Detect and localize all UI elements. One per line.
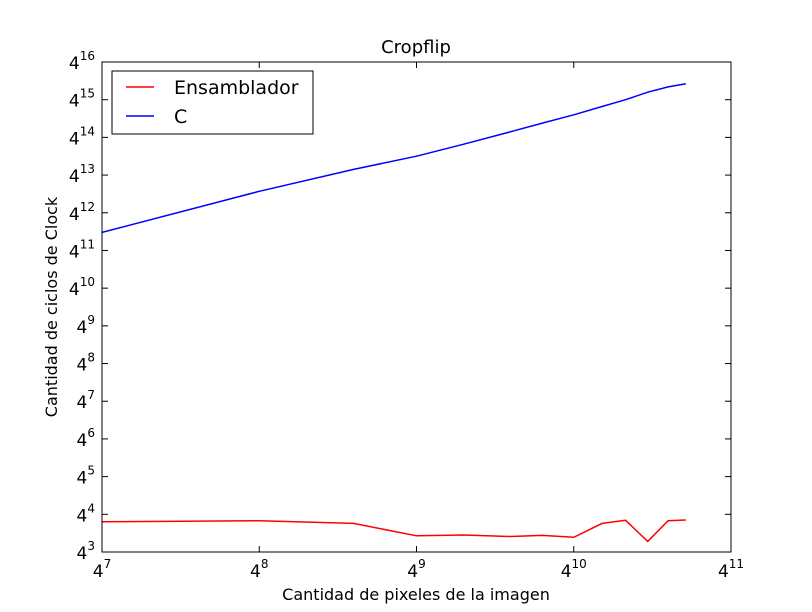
x-axis-ticks: 47 48 49 410 411 xyxy=(93,62,744,582)
data-point-c-11 xyxy=(667,86,669,88)
data-point-c-1 xyxy=(258,190,260,192)
data-point-ensamblador-7 xyxy=(573,536,575,538)
data-point-ensamblador-4 xyxy=(463,534,465,536)
legend-label-ensamblador: Ensamblador xyxy=(174,77,299,99)
data-point-c-5 xyxy=(510,131,512,133)
x-axis-label: Cantidad de pixeles de la imagen xyxy=(282,585,550,604)
data-point-c-10 xyxy=(647,91,649,93)
data-point-ensamblador-2 xyxy=(353,522,355,525)
data-point-c-2 xyxy=(353,168,355,170)
y-tick-label-3: 46 xyxy=(77,426,95,451)
legend-label-c: C xyxy=(174,106,187,128)
data-point-c-9 xyxy=(625,99,627,101)
data-point-ensamblador-12 xyxy=(684,519,687,521)
y-tick-label-12: 415 xyxy=(69,87,95,112)
x-tick-label-0: 47 xyxy=(93,557,111,582)
data-point-ensamblador-1 xyxy=(258,520,260,522)
x-tick-label-3: 410 xyxy=(561,557,587,582)
data-point-ensamblador-10 xyxy=(647,540,649,543)
y-axis-ticks: 43 44 45 46 47 48 49 410 411 412 413 414 415 416 xyxy=(69,49,731,564)
chart-title: Cropflip xyxy=(381,37,451,58)
data-point-c-7 xyxy=(573,114,575,116)
data-point-ensamblador-8 xyxy=(601,522,603,525)
data-point-c-6 xyxy=(541,122,543,124)
plot-background xyxy=(102,62,731,552)
y-tick-label-11: 414 xyxy=(69,124,95,149)
data-point-ensamblador-6 xyxy=(541,534,543,537)
plot-area: 47 48 49 410 411 434445464748494104114124134… xyxy=(69,49,744,582)
y-tick-label-0: 43 xyxy=(77,539,95,564)
y-tick-label-1: 44 xyxy=(77,501,95,526)
y-tick-label-8: 411 xyxy=(69,237,95,262)
data-point-ensamblador-5 xyxy=(510,535,512,538)
series-layer xyxy=(101,83,687,543)
legend-box xyxy=(111,70,314,135)
data-point-ensamblador-3 xyxy=(415,535,418,537)
data-point-c-8 xyxy=(601,105,603,108)
y-tick-label-7: 410 xyxy=(69,275,95,300)
y-axis-label: Cantidad de ciclos de Clock xyxy=(42,196,61,417)
x-tick-label-1: 48 xyxy=(250,557,268,582)
legend: Ensamblador C xyxy=(111,70,314,135)
data-point-c-12 xyxy=(684,83,687,85)
data-point-c-4 xyxy=(463,143,465,145)
data-point-ensamblador-11 xyxy=(667,520,669,522)
y-tick-label-13: 416 xyxy=(69,49,95,74)
x-tick-label-2: 49 xyxy=(407,557,425,582)
y-tick-label-5: 48 xyxy=(77,351,95,376)
x-tick-label-4: 411 xyxy=(718,557,744,582)
data-point-ensamblador-9 xyxy=(625,519,627,521)
y-tick-label-10: 413 xyxy=(69,162,95,187)
y-tick-label-9: 412 xyxy=(69,200,95,225)
y-tick-label-2: 45 xyxy=(77,464,95,489)
y-tick-label-4: 47 xyxy=(77,388,95,413)
data-point-c-3 xyxy=(415,155,418,157)
y-tick-label-6: 49 xyxy=(77,313,95,338)
